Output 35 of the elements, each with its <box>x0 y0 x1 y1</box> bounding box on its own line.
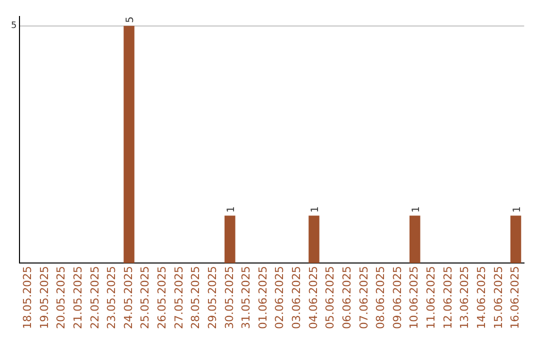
x-tick-label: 13.06.2025 <box>458 266 472 330</box>
x-tick-label: 24.05.2025 <box>122 266 135 330</box>
x-tick-label: 29.05.2025 <box>206 266 219 330</box>
data-label: 1 <box>226 206 237 213</box>
x-tick-label: 22.05.2025 <box>88 266 102 330</box>
x-tick-label: 25.05.2025 <box>138 266 152 330</box>
data-label: 1 <box>512 206 523 213</box>
x-tick-label: 19.05.2025 <box>38 266 51 330</box>
x-tick-label: 18.05.2025 <box>20 266 34 330</box>
x-tick-label: 10.06.2025 <box>408 266 421 330</box>
x-tick-label: 27.05.2025 <box>172 266 186 330</box>
x-tick-label: 02.06.2025 <box>273 266 286 330</box>
data-label: 1 <box>310 206 321 213</box>
x-tick-label: 12.06.2025 <box>441 266 454 330</box>
x-tick-label: 04.06.2025 <box>306 266 320 330</box>
x-tick-label: 23.05.2025 <box>105 266 118 330</box>
x-tick-label: 30.05.2025 <box>222 266 236 330</box>
x-tick-label: 15.06.2025 <box>492 266 505 330</box>
x-tick-label: 11.06.2025 <box>424 266 438 330</box>
x-tick-label: 06.06.2025 <box>340 266 354 330</box>
data-label: 5 <box>125 16 136 23</box>
x-tick-label: 14.06.2025 <box>474 266 488 330</box>
x-tick-label: 05.06.2025 <box>324 266 337 330</box>
x-tick-label: 21.05.2025 <box>71 266 84 330</box>
data-label: 1 <box>410 206 422 213</box>
x-tick-label: 28.05.2025 <box>189 266 202 330</box>
x-tick-label: 31.05.2025 <box>240 266 253 330</box>
x-tick-label: 01.06.2025 <box>256 266 270 330</box>
x-tick-label: 09.06.2025 <box>390 266 404 330</box>
x-tick-label: 16.06.2025 <box>508 266 522 330</box>
x-tick-label: 26.05.2025 <box>156 266 169 330</box>
x-tick-label: 07.06.2025 <box>357 266 370 330</box>
x-tick-label: 08.06.2025 <box>374 266 388 330</box>
x-tick-label: 03.06.2025 <box>290 266 304 330</box>
x-tick-label: 20.05.2025 <box>54 266 68 330</box>
